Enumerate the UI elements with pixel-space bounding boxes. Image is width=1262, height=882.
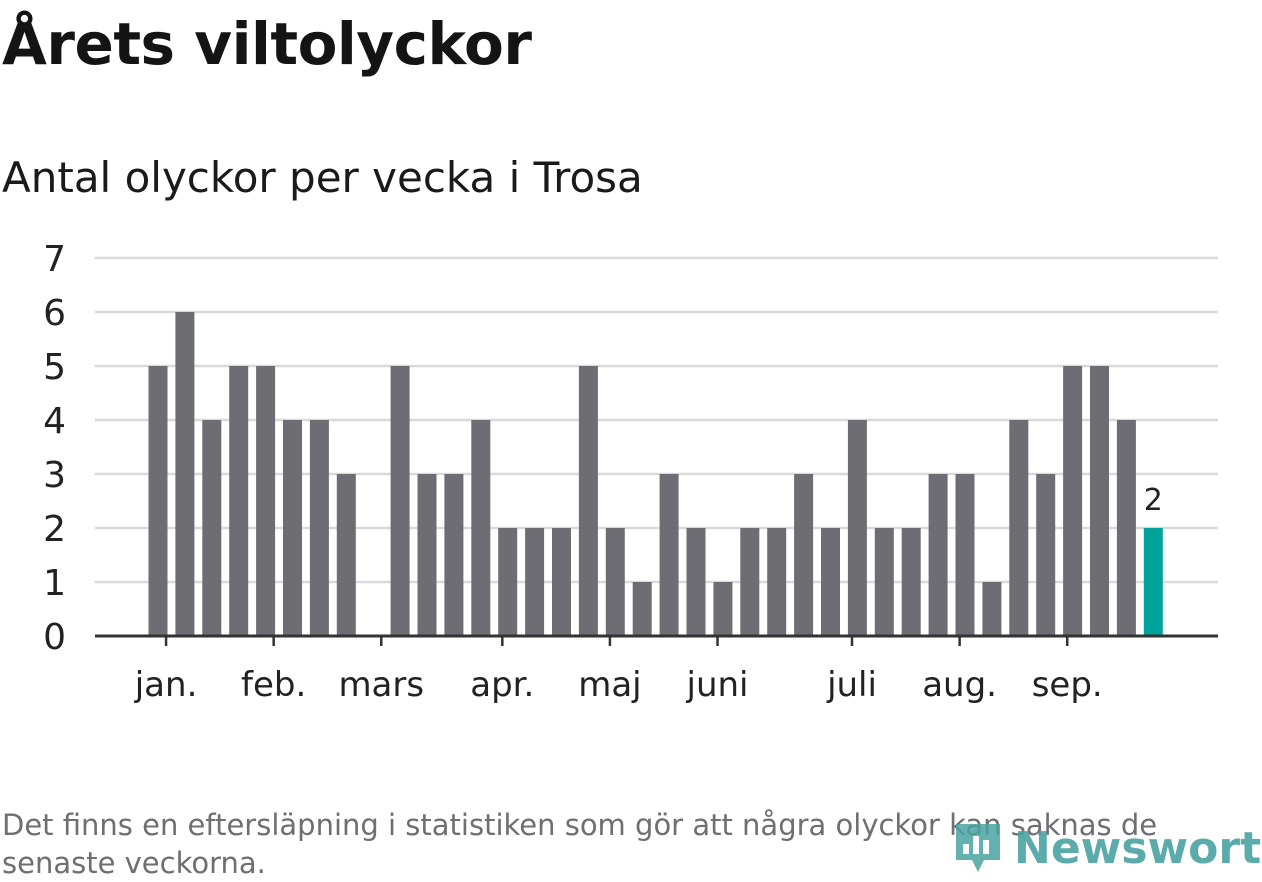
bar-highlight xyxy=(1143,528,1163,636)
y-tick-label: 1 xyxy=(43,563,66,604)
bar xyxy=(525,528,545,636)
brand-logo: Newsworthy xyxy=(952,818,1262,878)
bar xyxy=(686,528,706,636)
bar xyxy=(740,528,760,636)
x-tick-label: maj xyxy=(578,665,641,705)
chart-title: Årets viltolyckor xyxy=(2,10,532,78)
bar xyxy=(256,366,276,636)
bar xyxy=(1036,474,1056,636)
bar xyxy=(336,474,356,636)
bar xyxy=(874,528,894,636)
bar xyxy=(821,528,840,636)
bar xyxy=(471,420,491,636)
data-label: 2 xyxy=(1144,483,1163,518)
bar xyxy=(578,366,598,636)
bar xyxy=(175,312,195,636)
x-tick-label: feb. xyxy=(241,665,306,705)
bar xyxy=(928,474,948,636)
y-tick-label: 7 xyxy=(43,239,66,280)
x-tick-label: juni xyxy=(686,665,749,705)
y-tick-label: 4 xyxy=(43,401,66,442)
x-tick-label: mars xyxy=(338,665,424,705)
bar xyxy=(1090,366,1109,636)
bar xyxy=(901,528,921,636)
y-tick-label: 2 xyxy=(43,509,66,550)
x-tick-label: apr. xyxy=(470,665,534,705)
bar xyxy=(847,420,867,636)
bar xyxy=(659,474,679,636)
bar xyxy=(982,582,1002,636)
bar xyxy=(552,528,571,636)
y-tick-label: 5 xyxy=(43,347,66,388)
bar xyxy=(417,474,437,636)
y-tick-label: 6 xyxy=(43,293,66,334)
bar xyxy=(605,528,625,636)
bar xyxy=(309,420,329,636)
bar xyxy=(498,528,518,636)
x-tick-label: juli xyxy=(826,665,877,705)
bar xyxy=(444,474,464,636)
chart-subtitle: Antal olyckor per vecka i Trosa xyxy=(2,153,643,202)
y-tick-label: 0 xyxy=(43,617,66,658)
bar xyxy=(1063,366,1083,636)
bar xyxy=(229,366,249,636)
bar xyxy=(767,528,787,636)
bar xyxy=(283,420,302,636)
x-tick-label: aug. xyxy=(922,665,997,705)
bar xyxy=(713,582,733,636)
x-tick-label: sep. xyxy=(1032,665,1103,705)
brand-name: Newsworthy xyxy=(1014,822,1262,874)
y-tick-label: 3 xyxy=(43,455,66,496)
bar xyxy=(955,474,975,636)
bar-chart: 0 1 2 3 4 5 6 7 2 jan. feb. mars apr. maj juni juli aug.… xyxy=(43,239,1218,705)
bar xyxy=(390,366,410,636)
bar xyxy=(632,582,652,636)
bar xyxy=(202,420,222,636)
bar xyxy=(1116,420,1136,636)
bar xyxy=(148,366,168,636)
bar xyxy=(1009,420,1029,636)
x-tick-label: jan. xyxy=(134,665,198,705)
newsworthy-logo-icon xyxy=(956,824,1000,872)
bar xyxy=(794,474,814,636)
